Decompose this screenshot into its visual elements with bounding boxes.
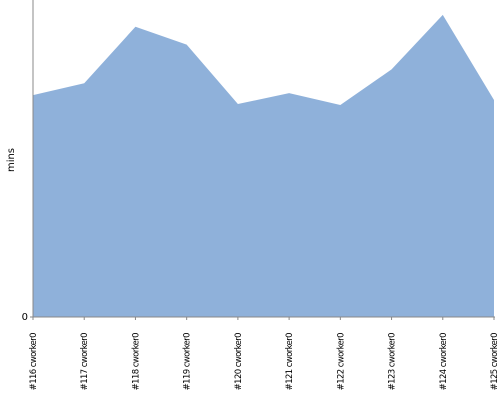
y-axis-label: mins (6, 148, 17, 172)
x-tick-label: #125 cworker0 (490, 333, 500, 391)
x-tick-label: #118 cworker0 (131, 333, 141, 391)
x-tick-label: #120 cworker0 (234, 333, 244, 391)
area (33, 14, 494, 317)
x-tick-label: #123 cworker0 (388, 333, 398, 391)
x-tick-label: #116 cworker0 (29, 333, 39, 391)
x-tick-label: #121 cworker0 (285, 333, 295, 391)
y-tick-label: 0 (22, 312, 28, 323)
x-tick-label: #124 cworker0 (439, 333, 449, 391)
x-tick-label: #122 cworker0 (336, 333, 346, 391)
x-tick-label: #117 cworker0 (80, 333, 90, 391)
x-tick-label: #119 cworker0 (183, 333, 193, 391)
